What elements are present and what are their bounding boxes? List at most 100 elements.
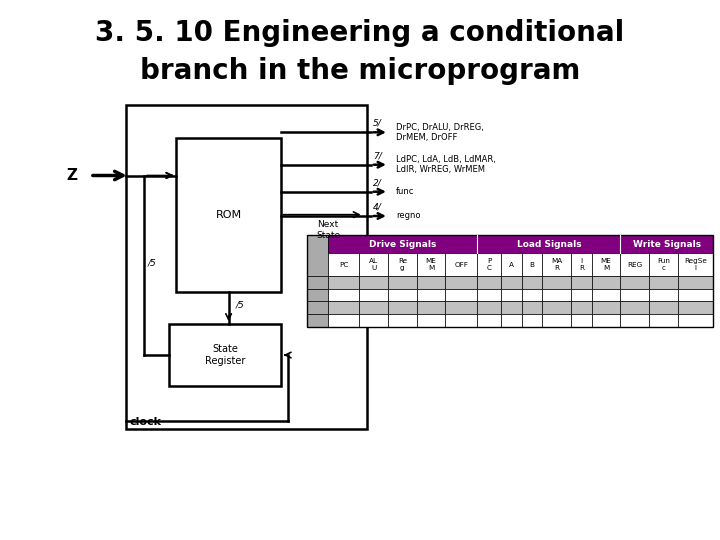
Bar: [522, 289, 542, 301]
Bar: [307, 301, 328, 314]
Bar: [446, 314, 477, 327]
Text: Z: Z: [66, 168, 78, 183]
Bar: [522, 314, 542, 327]
Bar: [649, 276, 678, 289]
Bar: [522, 276, 542, 289]
Bar: [477, 276, 501, 289]
Bar: [678, 301, 713, 314]
Bar: [501, 276, 522, 289]
Text: RegSe
l: RegSe l: [684, 258, 707, 271]
Text: MA
R: MA R: [552, 258, 562, 271]
Bar: [388, 314, 417, 327]
Text: REG: REG: [627, 262, 642, 268]
Bar: [359, 253, 388, 276]
Bar: [592, 301, 621, 314]
Bar: [522, 253, 542, 276]
Bar: [621, 276, 649, 289]
Bar: [477, 314, 501, 327]
Bar: [592, 314, 621, 327]
Bar: [126, 105, 367, 429]
Bar: [417, 301, 446, 314]
Text: func: func: [396, 187, 415, 196]
Bar: [678, 276, 713, 289]
Bar: [328, 301, 359, 314]
Bar: [417, 289, 446, 301]
Bar: [678, 289, 713, 301]
Text: Write Signals: Write Signals: [633, 240, 701, 248]
Bar: [501, 253, 522, 276]
Bar: [542, 276, 571, 289]
Text: 3. 5. 10 Engineering a conditional: 3. 5. 10 Engineering a conditional: [95, 19, 625, 47]
Bar: [501, 301, 522, 314]
Bar: [388, 276, 417, 289]
Bar: [621, 253, 649, 276]
Bar: [571, 314, 592, 327]
Bar: [678, 314, 713, 327]
Text: Load Signals: Load Signals: [516, 240, 581, 248]
Text: 5/: 5/: [373, 119, 382, 128]
Bar: [501, 314, 522, 327]
Bar: [649, 253, 678, 276]
Text: Next
State: Next State: [317, 220, 341, 240]
Text: P
C: P C: [487, 258, 492, 271]
Text: Drive Signals: Drive Signals: [369, 240, 436, 248]
Bar: [446, 253, 477, 276]
Text: 7/: 7/: [373, 151, 382, 160]
Text: clock: clock: [130, 416, 161, 427]
Bar: [417, 253, 446, 276]
Bar: [592, 276, 621, 289]
Bar: [388, 301, 417, 314]
Bar: [571, 301, 592, 314]
Text: AL
U: AL U: [369, 258, 378, 271]
Bar: [359, 314, 388, 327]
Text: /5: /5: [236, 301, 245, 310]
Text: Fun
c: Fun c: [657, 258, 670, 271]
Bar: [307, 289, 328, 301]
Bar: [649, 301, 678, 314]
Bar: [359, 276, 388, 289]
Text: regno: regno: [396, 212, 420, 220]
Bar: [571, 276, 592, 289]
Text: /5: /5: [148, 258, 156, 267]
Bar: [621, 314, 649, 327]
Text: State
Register: State Register: [204, 345, 246, 366]
Bar: [501, 289, 522, 301]
Text: OFF: OFF: [454, 262, 468, 268]
Bar: [328, 235, 713, 253]
Bar: [477, 253, 501, 276]
Bar: [359, 301, 388, 314]
Text: ME
M: ME M: [426, 258, 436, 271]
Text: 4/: 4/: [373, 202, 382, 212]
Bar: [571, 253, 592, 276]
Bar: [328, 314, 359, 327]
Bar: [542, 301, 571, 314]
Bar: [446, 301, 477, 314]
Bar: [571, 289, 592, 301]
Bar: [176, 138, 281, 292]
Text: B: B: [530, 262, 535, 268]
Text: ROM: ROM: [215, 210, 242, 220]
Bar: [328, 289, 359, 301]
Bar: [621, 289, 649, 301]
Bar: [678, 253, 713, 276]
Bar: [446, 276, 477, 289]
Bar: [649, 314, 678, 327]
Text: 2/: 2/: [373, 178, 382, 187]
Bar: [592, 253, 621, 276]
Bar: [388, 289, 417, 301]
Bar: [417, 276, 446, 289]
Bar: [621, 301, 649, 314]
Bar: [417, 314, 446, 327]
Bar: [307, 314, 328, 327]
Bar: [307, 235, 328, 276]
Text: LdPC, LdA, LdB, LdMAR,
LdIR, WrREG, WrMEM: LdPC, LdA, LdB, LdMAR, LdIR, WrREG, WrME…: [396, 155, 496, 174]
Bar: [522, 301, 542, 314]
Bar: [359, 289, 388, 301]
Bar: [477, 301, 501, 314]
Text: Re
g: Re g: [398, 258, 407, 271]
Bar: [592, 289, 621, 301]
Bar: [388, 253, 417, 276]
Bar: [307, 235, 713, 327]
Bar: [542, 289, 571, 301]
Text: I
R: I R: [579, 258, 584, 271]
